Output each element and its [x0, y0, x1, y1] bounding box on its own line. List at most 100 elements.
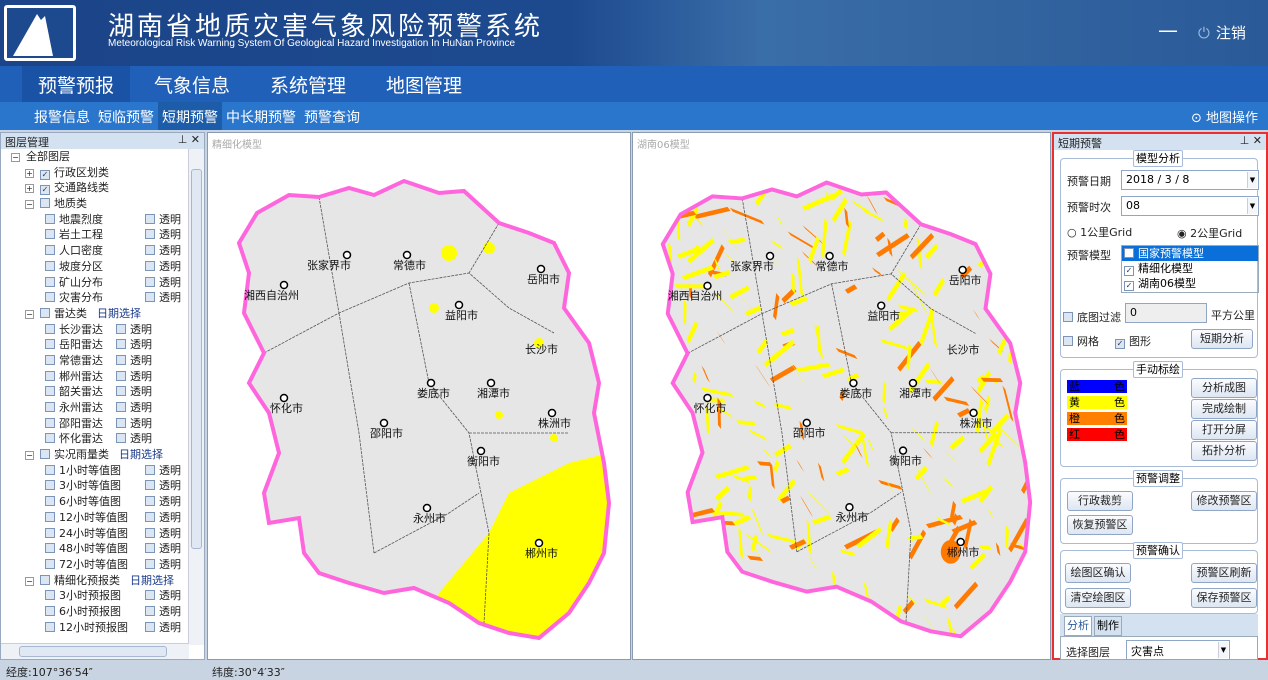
nav-tab[interactable]: 气象信息	[154, 75, 231, 97]
save-warning-area-button[interactable]: 保存预警区	[1191, 588, 1257, 608]
tab-analysis[interactable]: 分析	[1064, 616, 1092, 636]
checkbox[interactable]: ✓	[40, 185, 50, 196]
transparent-toggle[interactable]: 透明	[145, 478, 181, 494]
refresh-warning-area-button[interactable]: 预警区刷新	[1191, 563, 1257, 583]
color-swatch[interactable]: 色红	[1067, 428, 1127, 441]
vertical-scrollbar[interactable]	[188, 149, 204, 645]
transparent-toggle[interactable]: 透明	[116, 322, 152, 338]
checkbox[interactable]	[45, 402, 55, 412]
layer-item[interactable]: 怀化雷达 透明	[1, 431, 189, 447]
transparent-toggle[interactable]: 透明	[145, 510, 181, 526]
checkbox[interactable]	[45, 464, 55, 475]
checkbox[interactable]	[45, 511, 55, 522]
layer-item[interactable]: 坡度分区 透明	[1, 259, 189, 275]
date-select-link[interactable]: 日期选择	[130, 573, 174, 587]
tree-group[interactable]: − 地质类	[25, 197, 87, 211]
checkbox[interactable]	[40, 574, 50, 585]
checkbox[interactable]	[45, 213, 55, 224]
expand-icon[interactable]: +	[25, 184, 34, 194]
layer-item[interactable]: 48小时等值图 透明	[1, 541, 189, 557]
transparent-toggle[interactable]: 透明	[145, 227, 181, 243]
restore-warning-area-button[interactable]: 恢复预警区	[1067, 515, 1133, 535]
checkbox[interactable]	[45, 386, 55, 397]
layer-item[interactable]: 常德雷达 透明	[1, 353, 189, 369]
minimize-button[interactable]: —	[1158, 18, 1178, 42]
layer-item[interactable]: 韶关雷达 透明	[1, 384, 189, 400]
collapse-icon[interactable]: −	[25, 309, 34, 319]
layer-item[interactable]: 地震烈度 透明	[1, 212, 189, 228]
manual-plot-button[interactable]: 分析成图	[1191, 378, 1257, 398]
subnav-tab[interactable]: 短期预警	[158, 102, 222, 130]
horizontal-scrollbar[interactable]	[1, 643, 189, 659]
subnav-tab[interactable]: 中长期预警	[226, 110, 296, 126]
checkbox[interactable]	[40, 198, 50, 209]
checkbox[interactable]	[45, 292, 55, 303]
tree-group[interactable]: − 精细化预报类 日期选择	[25, 573, 174, 587]
radio-1km[interactable]: ○ 1公里Grid	[1067, 226, 1133, 239]
tab-make[interactable]: 制作	[1094, 616, 1122, 636]
modify-warning-area-button[interactable]: 修改预警区	[1191, 491, 1257, 511]
checkbox[interactable]	[45, 433, 55, 444]
nav-tab[interactable]: 预警预报	[22, 66, 131, 102]
time-select[interactable]: 08 ▼	[1121, 196, 1259, 216]
layer-item[interactable]: 长沙雷达 透明	[1, 322, 189, 338]
checkbox[interactable]	[45, 605, 55, 616]
transparent-toggle[interactable]: 透明	[145, 620, 181, 636]
radio-2km[interactable]: ◉ 2公里Grid	[1177, 227, 1243, 240]
tree-group[interactable]: − 雷达类 日期选择	[25, 306, 141, 320]
transparent-toggle[interactable]: 透明	[145, 243, 181, 259]
clear-draw-area-button[interactable]: 清空绘图区	[1065, 588, 1131, 608]
transparent-toggle[interactable]: 透明	[145, 494, 181, 510]
transparent-toggle[interactable]: 透明	[116, 384, 152, 400]
checkbox[interactable]	[45, 339, 55, 350]
checkbox[interactable]	[45, 260, 55, 271]
transparent-toggle[interactable]: 透明	[116, 400, 152, 416]
layer-item[interactable]: 12小时预报图 透明	[1, 620, 189, 636]
checkbox[interactable]: ✓	[40, 169, 50, 180]
tree-group[interactable]: + ✓ 交通路线类	[25, 181, 109, 196]
layer-item[interactable]: 邵阳雷达 透明	[1, 416, 189, 432]
checkbox[interactable]	[40, 307, 50, 318]
layer-item[interactable]: 灾害分布 透明	[1, 290, 189, 306]
transparent-toggle[interactable]: 透明	[145, 212, 181, 228]
shape-checkbox[interactable]: ✓ 图形	[1115, 335, 1151, 349]
collapse-icon[interactable]: −	[25, 576, 34, 586]
checkbox[interactable]	[45, 590, 55, 601]
tree-group[interactable]: + ✓ 行政区划类	[25, 165, 109, 180]
checkbox[interactable]	[45, 543, 55, 554]
layer-item[interactable]: 24小时等值图 透明	[1, 526, 189, 542]
manual-plot-button[interactable]: 完成绘制	[1191, 399, 1257, 419]
grid-checkbox[interactable]: 网格	[1063, 333, 1099, 349]
checkbox[interactable]	[45, 276, 55, 287]
color-swatch[interactable]: 色蓝	[1067, 380, 1127, 393]
layer-item[interactable]: 岩土工程 透明	[1, 227, 189, 243]
model-option[interactable]: ✓ 湖南06模型	[1124, 277, 1196, 291]
layer-item[interactable]: 岳阳雷达 透明	[1, 337, 189, 353]
transparent-toggle[interactable]: 透明	[145, 463, 181, 479]
expand-icon[interactable]: +	[25, 168, 34, 178]
collapse-icon[interactable]: −	[25, 451, 34, 461]
layer-item[interactable]: 永州雷达 透明	[1, 400, 189, 416]
checkbox[interactable]	[45, 496, 55, 507]
transparent-toggle[interactable]: 透明	[145, 604, 181, 620]
date-picker[interactable]: 2018 / 3 / 8 ▼	[1121, 170, 1259, 190]
color-swatch[interactable]: 色橙	[1067, 412, 1127, 425]
checkbox[interactable]	[45, 323, 55, 334]
layer-select[interactable]: 灾害点 ▼	[1126, 640, 1230, 660]
layer-item[interactable]: 郴州雷达 透明	[1, 369, 189, 385]
collapse-icon[interactable]: −	[11, 153, 20, 162]
filter-area-input[interactable]: 0	[1125, 303, 1207, 323]
transparent-toggle[interactable]: 透明	[116, 416, 152, 432]
layer-item[interactable]: 1小时等值图 透明	[1, 463, 189, 479]
checkbox[interactable]	[45, 370, 55, 381]
filter-checkbox[interactable]: 底图过滤	[1063, 309, 1121, 325]
logout-button[interactable]: ⏻ 注销	[1198, 24, 1246, 42]
checkbox[interactable]	[40, 449, 50, 460]
transparent-toggle[interactable]: 透明	[116, 431, 152, 447]
checkbox[interactable]	[45, 229, 55, 240]
checkbox[interactable]	[45, 480, 55, 491]
manual-plot-button[interactable]: 打开分屏	[1191, 420, 1257, 440]
layer-item[interactable]: 人口密度 透明	[1, 243, 189, 259]
layer-item[interactable]: 3小时预报图 透明	[1, 588, 189, 604]
